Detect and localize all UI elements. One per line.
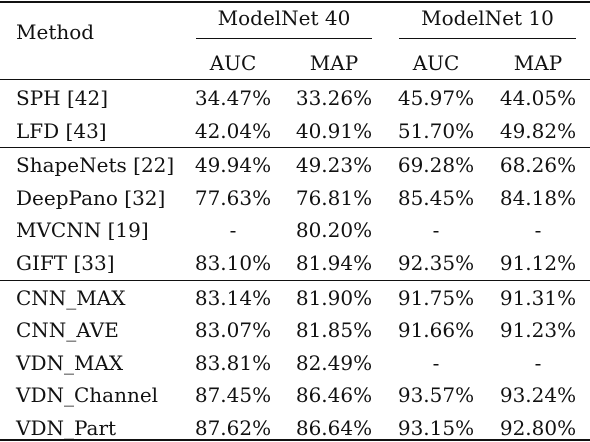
value-cell: 81.85% [295, 318, 373, 343]
value-cell: 77.63% [194, 185, 272, 210]
header-rule [0, 79, 590, 80]
value-cell: 33.26% [295, 86, 373, 110]
value-cell: 80.20% [295, 218, 373, 243]
map-header-40: MAP [309, 51, 359, 75]
value-cell: 91.23% [499, 318, 577, 343]
value-cell: - [432, 218, 440, 243]
value-cell: 44.05% [499, 86, 577, 110]
value-cell: 91.31% [499, 285, 577, 310]
value-cell: 69.28% [397, 153, 475, 178]
method-header: Method [16, 20, 95, 44]
method-cell: ShapeNets [22] [16, 153, 175, 178]
value-cell: 86.46% [295, 383, 373, 408]
value-cell: 91.12% [499, 251, 577, 275]
value-cell: 87.45% [194, 383, 272, 408]
value-cell: - [229, 218, 237, 243]
value-cell: 92.35% [397, 251, 475, 275]
method-cell: MVCNN [19] [16, 218, 149, 243]
value-cell: 81.90% [295, 285, 373, 310]
value-cell: 40.91% [295, 118, 373, 143]
method-cell: VDN_Part [16, 416, 117, 440]
value-cell: 91.66% [397, 318, 475, 343]
value-cell: 93.15% [397, 416, 475, 440]
value-cell: 51.70% [397, 118, 475, 143]
modelnet10-header: ModelNet 10 [421, 6, 554, 30]
value-cell: 83.07% [194, 318, 272, 343]
modelnet40-header: ModelNet 40 [217, 6, 351, 30]
method-cell: LFD [43] [16, 118, 107, 143]
value-cell: 86.64% [295, 416, 373, 440]
value-cell: 49.82% [499, 118, 577, 143]
value-cell: 91.75% [397, 285, 475, 310]
value-cell: 85.45% [397, 185, 475, 210]
method-cell: GIFT [33] [16, 251, 115, 275]
auc-header-10: AUC [412, 51, 460, 75]
top-rule [0, 1, 590, 3]
value-cell: - [432, 350, 440, 375]
value-cell: 83.14% [194, 285, 272, 310]
method-cell: CNN_AVE [16, 318, 119, 343]
modelnet10-underline [399, 38, 576, 39]
value-cell: 92.80% [499, 416, 577, 440]
value-cell: 45.97% [397, 86, 475, 110]
value-cell: 83.10% [194, 251, 272, 275]
value-cell: 34.47% [194, 86, 272, 110]
map-header-10: MAP [513, 51, 563, 75]
method-cell: DeepPano [32] [16, 185, 166, 210]
value-cell: 83.81% [194, 350, 272, 375]
value-cell: 81.94% [295, 251, 373, 275]
value-cell: 42.04% [194, 118, 272, 143]
method-cell: CNN_MAX [16, 285, 126, 310]
section-rule [0, 147, 590, 149]
value-cell: 82.49% [295, 350, 373, 375]
value-cell: 93.57% [397, 383, 475, 408]
value-cell: 68.26% [499, 153, 577, 178]
method-cell: VDN_MAX [16, 350, 124, 375]
value-cell: 87.62% [194, 416, 272, 440]
value-cell: 49.94% [194, 153, 272, 178]
value-cell: - [534, 350, 542, 375]
bottom-rule [0, 439, 590, 441]
value-cell: 93.24% [499, 383, 577, 408]
value-cell: 76.81% [295, 185, 373, 210]
value-cell: - [534, 218, 542, 243]
section-rule [0, 279, 590, 281]
modelnet40-underline [196, 38, 372, 39]
value-cell: 84.18% [499, 185, 577, 210]
method-cell: VDN_Channel [16, 383, 159, 408]
method-cell: SPH [42] [16, 86, 109, 110]
auc-header-40: AUC [209, 51, 257, 75]
value-cell: 49.23% [295, 153, 373, 178]
